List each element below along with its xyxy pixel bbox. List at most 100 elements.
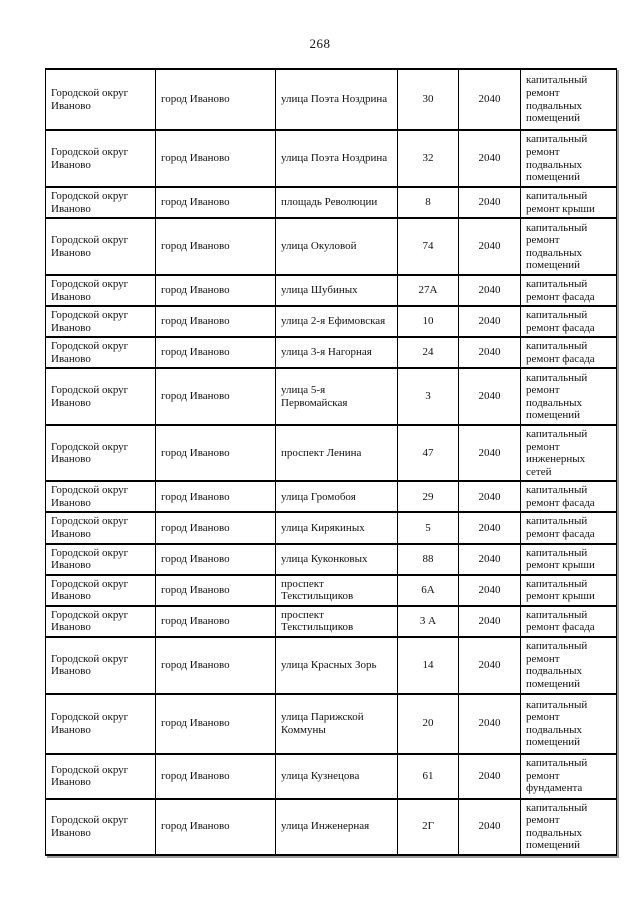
district-cell: Городской округ Иваново [45,573,156,607]
work-type-cell: капитальный ремонт инженерных сетей [520,424,617,483]
street-cell: проспект Текстильщиков [275,604,398,638]
city-cell: город Иваново [155,305,276,339]
year-cell: 2040 [458,604,521,638]
house-number-cell: 24 [397,336,459,370]
work-type-cell: капитальный ремонт подвальных помещений [520,692,617,755]
district-cell: Городской округ Иваново [45,305,156,339]
house-number-cell: 88 [397,542,459,576]
district-cell: Городской округ Иваново [45,129,156,188]
district-cell: Городской округ Иваново [45,635,156,695]
district-cell: Городской округ Иваново [45,424,156,483]
street-cell: улица Поэта Ноздрина [275,68,398,131]
district-cell: Городской округ Иваново [45,336,156,370]
year-cell: 2040 [458,336,521,370]
district-cell: Городской округ Иваново [45,367,156,427]
house-number-cell: 30 [397,68,459,131]
house-number-cell: 10 [397,305,459,339]
street-cell: проспект Ленина [275,424,398,483]
year-cell: 2040 [458,542,521,576]
street-cell: улица Парижской Коммуны [275,692,398,755]
city-cell: город Иваново [155,336,276,370]
district-cell: Городской округ Иваново [45,542,156,576]
year-cell: 2040 [458,217,521,277]
city-cell: город Иваново [155,367,276,427]
house-number-cell: 14 [397,635,459,695]
work-type-cell: капитальный ремонт фундамента [520,752,617,800]
house-number-cell: 27А [397,274,459,308]
table-row: Городской округ Иваново город Иваново прос… [45,604,617,638]
table-row: Городской округ Иваново город Иваново площ… [45,185,617,220]
street-cell: улица Красных Зорь [275,635,398,695]
table-row: Городской округ Иваново город Иваново улиц… [45,336,617,370]
city-cell: город Иваново [155,797,276,856]
city-cell: город Иваново [155,635,276,695]
work-type-cell: капитальный ремонт подвальных помещений [520,635,617,695]
work-type-cell: капитальный ремонт крыши [520,542,617,576]
house-number-cell: 8 [397,185,459,220]
street-cell: улица Шубиных [275,274,398,308]
city-cell: город Иваново [155,185,276,220]
table-row: Городской округ Иваново город Иваново прос… [45,424,617,483]
year-cell: 2040 [458,797,521,856]
city-cell: город Иваново [155,480,276,514]
table-row: Городской округ Иваново город Иваново улиц… [45,797,617,856]
house-number-cell: 20 [397,692,459,755]
table-row: Городской округ Иваново город Иваново улиц… [45,68,617,131]
house-number-cell: 6А [397,573,459,607]
house-number-cell: 29 [397,480,459,514]
house-number-cell: 2Г [397,797,459,856]
city-cell: город Иваново [155,511,276,545]
district-cell: Городской округ Иваново [45,185,156,220]
year-cell: 2040 [458,68,521,131]
table-row: Городской округ Иваново город Иваново улиц… [45,129,617,188]
street-cell: улица Окуловой [275,217,398,277]
table-row: Городской округ Иваново город Иваново улиц… [45,217,617,277]
work-type-cell: капитальный ремонт подвальных помещений [520,217,617,277]
table-row: Городской округ Иваново город Иваново улиц… [45,367,617,427]
district-cell: Городской округ Иваново [45,797,156,856]
city-cell: город Иваново [155,424,276,483]
city-cell: город Иваново [155,573,276,607]
table-row: Городской округ Иваново город Иваново улиц… [45,752,617,800]
house-number-cell: 3 А [397,604,459,638]
work-type-cell: капитальный ремонт крыши [520,185,617,220]
page-number: 268 [309,36,331,51]
table-row: Городской округ Иваново город Иваново улиц… [45,635,617,695]
city-cell: город Иваново [155,604,276,638]
year-cell: 2040 [458,185,521,220]
street-cell: проспект Текстильщиков [275,573,398,607]
work-type-cell: капитальный ремонт фасада [520,480,617,514]
work-type-cell: капитальный ремонт фасада [520,274,617,308]
street-cell: улица Куконковых [275,542,398,576]
year-cell: 2040 [458,129,521,188]
work-type-cell: капитальный ремонт подвальных помещений [520,68,617,131]
work-type-cell: капитальный ремонт подвальных помещений [520,367,617,427]
year-cell: 2040 [458,692,521,755]
district-cell: Городской округ Иваново [45,511,156,545]
district-cell: Городской округ Иваново [45,752,156,800]
city-cell: город Иваново [155,217,276,277]
district-cell: Городской округ Иваново [45,480,156,514]
table-row: Городской округ Иваново город Иваново улиц… [45,480,617,514]
city-cell: город Иваново [155,68,276,131]
street-cell: площадь Революции [275,185,398,220]
work-type-cell: капитальный ремонт крыши [520,573,617,607]
district-cell: Городской округ Иваново [45,274,156,308]
street-cell: улица Инженерная [275,797,398,856]
district-cell: Городской округ Иваново [45,68,156,131]
house-number-cell: 3 [397,367,459,427]
table-row: Городской округ Иваново город Иваново улиц… [45,542,617,576]
street-cell: улица 5-я Первомайская [275,367,398,427]
year-cell: 2040 [458,424,521,483]
house-number-cell: 47 [397,424,459,483]
city-cell: город Иваново [155,752,276,800]
district-cell: Городской округ Иваново [45,604,156,638]
repairs-table-body: Городской округ Иваново город Иваново улиц… [45,68,617,856]
street-cell: улица Кузнецова [275,752,398,800]
house-number-cell: 5 [397,511,459,545]
city-cell: город Иваново [155,542,276,576]
work-type-cell: капитальный ремонт подвальных помещений [520,129,617,188]
work-type-cell: капитальный ремонт фасада [520,604,617,638]
city-cell: город Иваново [155,692,276,755]
